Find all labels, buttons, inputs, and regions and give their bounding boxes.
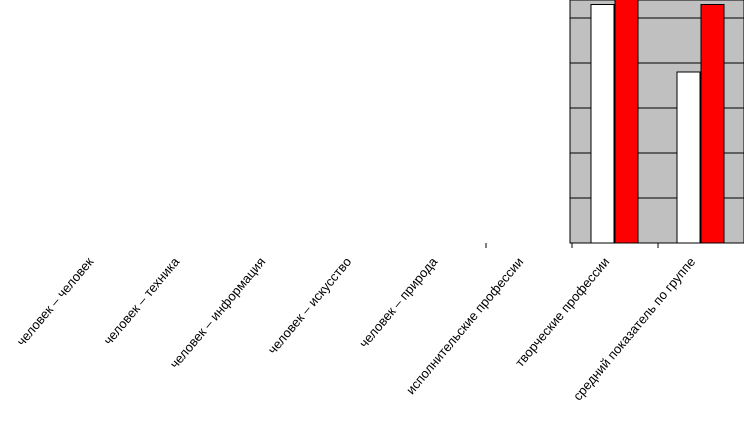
x-tick-label: человек – информация xyxy=(167,254,269,371)
x-tick-label: творческие профессии xyxy=(512,254,612,369)
bar xyxy=(700,4,725,244)
x-tick-label: человек – искусство xyxy=(265,254,355,357)
x-tick-label: человек – человек xyxy=(14,254,97,349)
bar xyxy=(590,4,615,244)
x-tick-label: человек – природа xyxy=(356,254,441,351)
x-tick-label: человек – техника xyxy=(100,254,182,348)
bar xyxy=(614,0,639,244)
bar xyxy=(676,71,701,244)
